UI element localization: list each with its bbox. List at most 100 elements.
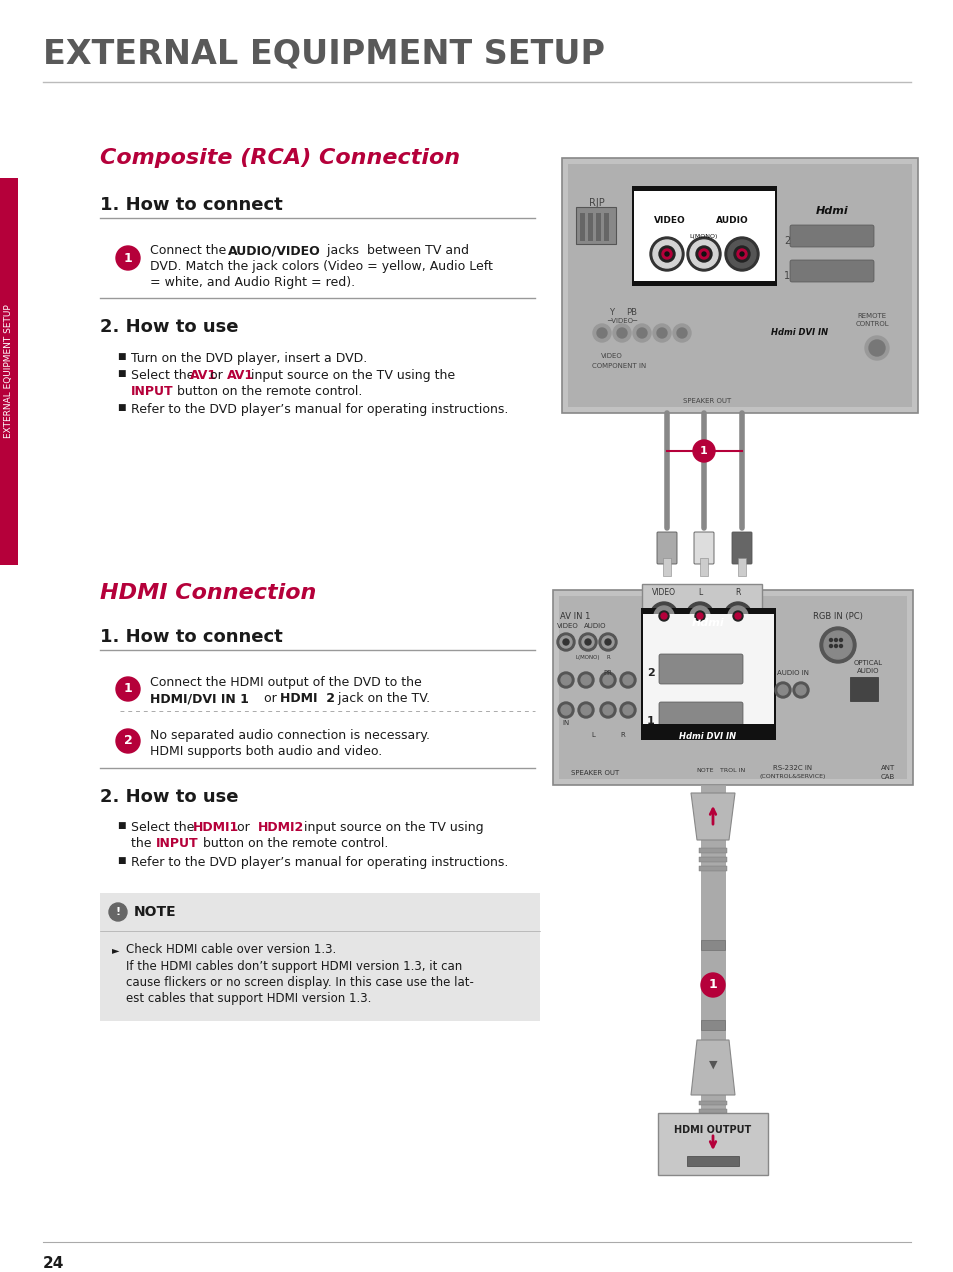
- Text: OPTICAL: OPTICAL: [853, 660, 882, 667]
- FancyBboxPatch shape: [634, 191, 774, 281]
- Text: 1. How to connect: 1. How to connect: [100, 196, 282, 214]
- Circle shape: [700, 973, 724, 997]
- Text: AUDIO IN: AUDIO IN: [776, 670, 808, 675]
- Circle shape: [660, 613, 666, 619]
- Text: Hdmi: Hdmi: [815, 206, 847, 216]
- Circle shape: [672, 324, 690, 342]
- Circle shape: [578, 702, 594, 717]
- FancyBboxPatch shape: [631, 186, 776, 286]
- Text: TROL IN: TROL IN: [720, 768, 745, 773]
- Circle shape: [578, 633, 597, 651]
- Text: 2: 2: [124, 734, 132, 748]
- Circle shape: [602, 675, 613, 686]
- Text: NOTE: NOTE: [133, 904, 176, 918]
- Circle shape: [584, 639, 590, 645]
- Text: Connect the: Connect the: [150, 244, 230, 257]
- Text: VIDEO: VIDEO: [557, 623, 578, 628]
- FancyBboxPatch shape: [699, 848, 726, 854]
- Text: HDMI OUTPUT: HDMI OUTPUT: [674, 1124, 751, 1135]
- Text: 1: 1: [708, 978, 717, 991]
- Circle shape: [737, 249, 746, 259]
- Text: = white, and Audio Right = red).: = white, and Audio Right = red).: [150, 276, 355, 289]
- Text: cause flickers or no screen display. In this case use the lat-: cause flickers or no screen display. In …: [126, 976, 474, 990]
- Circle shape: [657, 328, 666, 338]
- Circle shape: [604, 639, 610, 645]
- Circle shape: [116, 729, 140, 753]
- Text: (CONTROL&SERVICE): (CONTROL&SERVICE): [759, 773, 825, 778]
- Circle shape: [659, 611, 668, 621]
- Text: Turn on the DVD player, insert a DVD.: Turn on the DVD player, insert a DVD.: [131, 352, 367, 365]
- Text: HDMI  2: HDMI 2: [280, 692, 335, 705]
- Circle shape: [692, 440, 714, 462]
- Text: R: R: [735, 588, 740, 597]
- Text: 2. How to use: 2. How to use: [100, 787, 238, 806]
- FancyBboxPatch shape: [587, 212, 593, 240]
- FancyBboxPatch shape: [693, 532, 713, 563]
- Text: 1: 1: [783, 271, 789, 281]
- Circle shape: [732, 611, 742, 621]
- Text: AUDIO: AUDIO: [715, 216, 747, 225]
- Circle shape: [559, 636, 572, 647]
- Circle shape: [677, 328, 686, 338]
- FancyBboxPatch shape: [686, 1156, 739, 1166]
- Circle shape: [578, 672, 594, 688]
- Text: 2: 2: [646, 668, 654, 678]
- Text: Refer to the DVD player’s manual for operating instructions.: Refer to the DVD player’s manual for ope…: [131, 856, 508, 869]
- Text: ■: ■: [117, 369, 126, 378]
- Circle shape: [599, 702, 616, 717]
- Circle shape: [652, 324, 670, 342]
- FancyBboxPatch shape: [576, 207, 616, 244]
- Text: VIDEO: VIDEO: [651, 588, 676, 597]
- Circle shape: [839, 645, 841, 647]
- Circle shape: [699, 249, 708, 259]
- Text: R: R: [620, 731, 625, 738]
- Text: 1: 1: [124, 683, 132, 696]
- Text: button on the remote control.: button on the remote control.: [199, 837, 388, 850]
- Circle shape: [734, 613, 740, 619]
- Circle shape: [828, 639, 832, 641]
- Text: est cables that support HDMI version 1.3.: est cables that support HDMI version 1.3…: [126, 992, 371, 1005]
- FancyBboxPatch shape: [596, 212, 600, 240]
- Circle shape: [864, 336, 888, 360]
- Text: AV1: AV1: [227, 369, 254, 382]
- Text: EXTERNAL EQUIPMENT SETUP: EXTERNAL EQUIPMENT SETUP: [5, 304, 13, 439]
- Circle shape: [689, 605, 709, 626]
- Circle shape: [116, 677, 140, 701]
- FancyBboxPatch shape: [700, 558, 707, 576]
- FancyBboxPatch shape: [641, 584, 761, 646]
- FancyBboxPatch shape: [699, 1102, 726, 1105]
- Text: REMOTE: REMOTE: [857, 313, 885, 319]
- Text: SPEAKER OUT: SPEAKER OUT: [682, 398, 730, 404]
- Circle shape: [820, 627, 855, 663]
- Circle shape: [727, 240, 755, 268]
- FancyBboxPatch shape: [553, 590, 912, 785]
- Circle shape: [723, 602, 751, 630]
- Text: INPUT: INPUT: [131, 385, 173, 398]
- Text: VIDEO: VIDEO: [600, 354, 622, 359]
- Text: DVD. Match the jack colors (Video = yellow, Audio Left: DVD. Match the jack colors (Video = yell…: [150, 259, 493, 273]
- Circle shape: [697, 613, 702, 619]
- Circle shape: [622, 675, 633, 686]
- Circle shape: [774, 682, 790, 698]
- Text: INPUT: INPUT: [156, 837, 198, 850]
- Text: ►: ►: [112, 945, 119, 955]
- Text: RS-232C IN: RS-232C IN: [773, 764, 812, 771]
- Text: RGB IN (PC): RGB IN (PC): [812, 612, 862, 621]
- Text: 2. How to use: 2. How to use: [100, 318, 238, 336]
- Text: Refer to the DVD player’s manual for operating instructions.: Refer to the DVD player’s manual for ope…: [131, 403, 508, 416]
- Circle shape: [619, 702, 636, 717]
- FancyBboxPatch shape: [659, 702, 742, 731]
- Circle shape: [637, 328, 646, 338]
- Polygon shape: [690, 792, 734, 840]
- Circle shape: [599, 672, 616, 688]
- Text: Composite (RCA) Connection: Composite (RCA) Connection: [100, 148, 459, 168]
- Text: AV IN 1: AV IN 1: [559, 612, 590, 621]
- Circle shape: [654, 605, 673, 626]
- Text: 1. How to connect: 1. How to connect: [100, 628, 282, 646]
- Text: input source on the TV using the: input source on the TV using the: [243, 369, 455, 382]
- Text: IN: IN: [561, 720, 569, 726]
- Text: ─VIDEO─: ─VIDEO─: [606, 318, 637, 324]
- FancyBboxPatch shape: [789, 259, 873, 282]
- FancyBboxPatch shape: [567, 164, 911, 407]
- Text: CAB: CAB: [880, 773, 894, 780]
